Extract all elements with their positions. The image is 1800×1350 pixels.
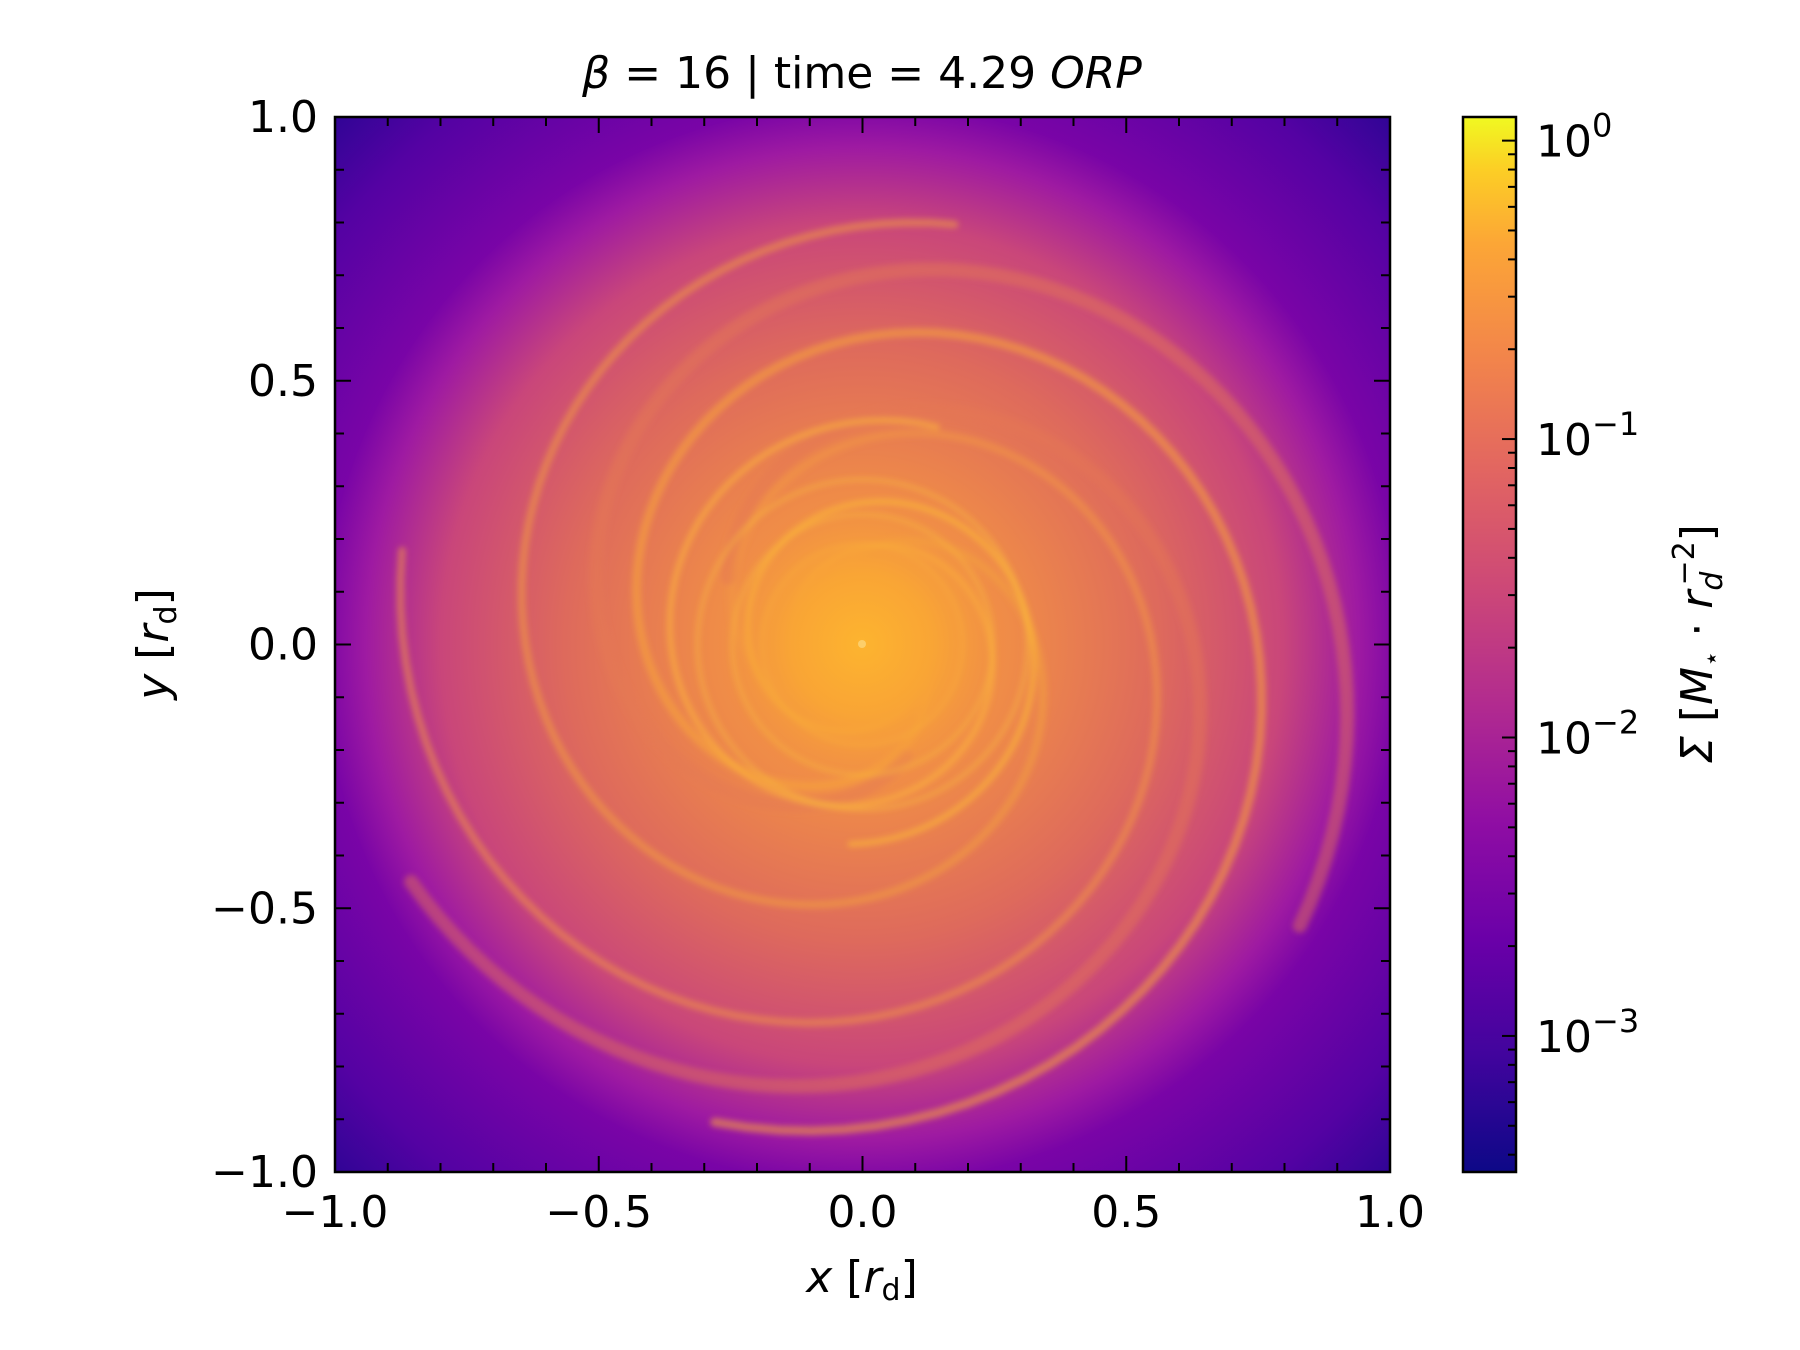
colorbar-label-open: [ bbox=[1672, 705, 1723, 736]
x-axis-label-close: ] bbox=[901, 1252, 918, 1303]
y-axis-label-r: r bbox=[128, 622, 179, 643]
x-axis-label-var: x bbox=[804, 1252, 833, 1303]
colorbar-label-sup: −2 bbox=[1667, 541, 1702, 585]
y-axis-label-sub: d bbox=[149, 605, 184, 624]
colorbar-label: Σ [M⋆ · rd−2] bbox=[1667, 524, 1730, 764]
y-tick-label: 0.0 bbox=[248, 620, 318, 671]
x-axis-label-open: [ bbox=[832, 1252, 863, 1303]
colorbar-ticks: 10−3 10−2 10−1 100 bbox=[1502, 107, 1639, 1156]
title-text: = 16 | time = 4.29 bbox=[610, 48, 1050, 99]
y-axis-label-var: y bbox=[128, 673, 179, 702]
colorbar-label-star: ⋆ bbox=[1697, 651, 1727, 667]
title-unit: ORP bbox=[1050, 48, 1142, 99]
colorbar-label-sub: d bbox=[1695, 571, 1730, 591]
colorbar-tick-label: 10−2 bbox=[1536, 703, 1639, 764]
colorbar-label-m: M bbox=[1672, 667, 1723, 705]
core-ring bbox=[695, 477, 1030, 812]
x-axis-label-r: r bbox=[863, 1252, 884, 1303]
x-axis-label: x [rd] bbox=[804, 1252, 918, 1308]
colorbar bbox=[1463, 117, 1516, 1172]
chart-title: β = 16 | time = 4.29 ORP bbox=[581, 48, 1142, 99]
colorbar-label-dot: · bbox=[1672, 609, 1723, 651]
y-tick-label: 1.0 bbox=[248, 92, 318, 143]
x-tick-label: 0.5 bbox=[1091, 1187, 1161, 1238]
y-axis-label-open: [ bbox=[128, 643, 179, 674]
spiral-arm bbox=[404, 403, 1207, 1094]
colorbar-tick-label: 100 bbox=[1536, 107, 1612, 168]
colorbar-label-sigma: Σ bbox=[1672, 736, 1723, 764]
y-axis-label: y [rd] bbox=[128, 588, 184, 702]
x-axis-label-sub: d bbox=[882, 1273, 901, 1308]
x-tick-label: −1.0 bbox=[282, 1187, 389, 1238]
title-symbol: β bbox=[581, 48, 610, 99]
colorbar-label-close: ] bbox=[1672, 524, 1723, 541]
colorbar-tick-label: 10−1 bbox=[1536, 405, 1639, 466]
x-axis-ticks: −1.0 −0.5 0.0 0.5 1.0 bbox=[282, 117, 1425, 1238]
colorbar-label-r: r bbox=[1672, 588, 1723, 609]
y-axis-ticks: −1.0 −0.5 0.0 0.5 1.0 bbox=[211, 92, 1390, 1198]
y-tick-label: −0.5 bbox=[211, 883, 318, 934]
x-tick-label: 0.0 bbox=[828, 1187, 898, 1238]
disc-center bbox=[858, 640, 866, 648]
spiral-arm bbox=[589, 262, 1355, 933]
colorbar-tick-label: 10−3 bbox=[1536, 1002, 1639, 1063]
y-axis-label-close: ] bbox=[128, 588, 179, 605]
colorbar-frame bbox=[1461, 115, 1518, 1174]
heatmap-image bbox=[335, 117, 1390, 1172]
y-tick-label: −1.0 bbox=[211, 1147, 318, 1198]
x-tick-label: 1.0 bbox=[1355, 1187, 1425, 1238]
y-tick-label: 0.5 bbox=[248, 356, 318, 407]
x-tick-label: −0.5 bbox=[545, 1187, 652, 1238]
